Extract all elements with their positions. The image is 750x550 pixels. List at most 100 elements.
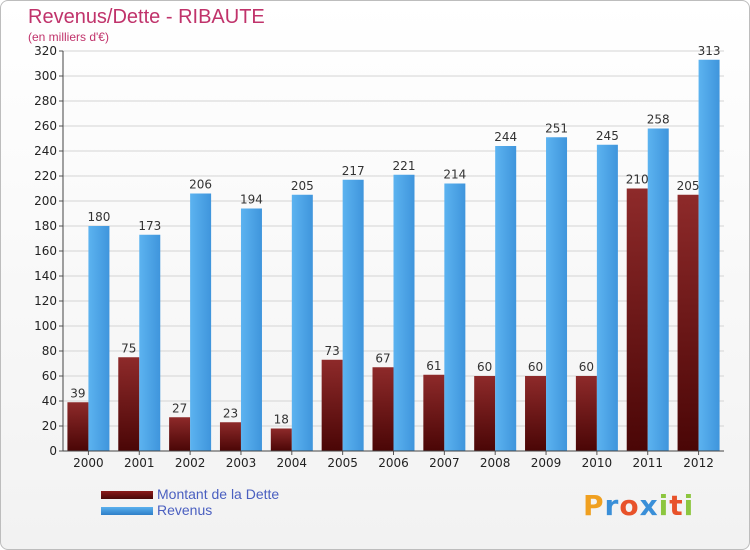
x-tick-label: 2000 (73, 456, 104, 470)
data-label-dette: 61 (426, 359, 441, 373)
y-tick-label: 0 (49, 444, 57, 458)
bar-dette (575, 376, 597, 451)
y-tick-label: 60 (42, 369, 57, 383)
bar-dette (372, 367, 394, 451)
data-label-revenus: 173 (138, 219, 161, 233)
data-label-dette: 60 (528, 360, 543, 374)
y-tick-label: 220 (34, 169, 57, 183)
y-tick-label: 40 (42, 394, 57, 408)
x-tick-label: 2003 (226, 456, 257, 470)
logo-letter: i (658, 489, 670, 522)
data-label-revenus: 251 (545, 121, 568, 135)
data-label-revenus: 244 (494, 130, 517, 144)
x-tick-label: 2009 (531, 456, 562, 470)
legend-swatch-revenus (101, 507, 153, 515)
data-label-revenus: 245 (596, 129, 619, 143)
data-label-dette: 205 (677, 179, 700, 193)
y-tick-label: 260 (34, 119, 57, 133)
bar-dette (321, 359, 343, 451)
data-label-revenus: 214 (443, 168, 466, 182)
logo-letter: r (604, 489, 620, 522)
logo-letter: o (619, 489, 640, 522)
x-tick-label: 2005 (327, 456, 358, 470)
bar-revenus (546, 137, 568, 451)
y-tick-label: 320 (34, 44, 57, 58)
data-label-dette: 210 (626, 173, 649, 187)
data-label-revenus: 205 (291, 179, 314, 193)
proxiti-logo: Proxiti (583, 489, 694, 522)
bar-dette (169, 417, 191, 451)
x-tick-label: 2006 (378, 456, 409, 470)
logo-letter: t (669, 489, 684, 522)
bar-dette (525, 376, 547, 451)
x-tick-label: 2002 (175, 456, 206, 470)
y-tick-label: 240 (34, 144, 57, 158)
data-label-revenus: 221 (393, 159, 416, 173)
bar-revenus (647, 128, 669, 451)
bar-revenus (698, 59, 720, 451)
bar-dette (423, 374, 445, 451)
data-label-revenus: 180 (87, 210, 110, 224)
y-tick-label: 280 (34, 94, 57, 108)
y-tick-label: 80 (42, 344, 57, 358)
bar-revenus (190, 193, 212, 451)
logo-letter: P (583, 489, 605, 522)
data-label-dette: 60 (477, 360, 492, 374)
bar-revenus (240, 208, 262, 451)
x-tick-label: 2001 (124, 456, 155, 470)
bar-revenus (596, 144, 618, 451)
y-tick-label: 200 (34, 194, 57, 208)
data-label-revenus: 206 (189, 178, 212, 192)
legend-swatch-dette (101, 491, 153, 499)
x-tick-label: 2007 (429, 456, 460, 470)
data-label-dette: 27 (172, 401, 187, 415)
data-label-revenus: 258 (647, 113, 670, 127)
y-tick-label: 100 (34, 319, 57, 333)
bar-revenus (444, 183, 466, 451)
bar-revenus (342, 179, 364, 451)
x-tick-label: 2010 (582, 456, 613, 470)
data-labels: 39 180 75 173 27 206 23 194 18 205 73 217 67 221 61 214… (70, 44, 720, 427)
x-tick-label: 2011 (632, 456, 663, 470)
bar-revenus (139, 234, 161, 451)
y-tick-label: 140 (34, 269, 57, 283)
y-tick-label: 180 (34, 219, 57, 233)
bar-dette (219, 422, 241, 451)
data-label-dette: 23 (223, 406, 238, 420)
data-label-revenus: 313 (698, 44, 721, 58)
data-label-dette: 39 (70, 386, 85, 400)
chart-title: Revenus/Dette - RIBAUTE (28, 6, 265, 28)
chart-subtitle: (en milliers d'€) (28, 30, 109, 44)
data-label-dette: 67 (375, 351, 390, 365)
bar-revenus (291, 194, 313, 451)
data-label-dette: 73 (325, 344, 340, 358)
y-tick-label: 20 (42, 419, 57, 433)
bar-dette (677, 194, 699, 451)
bar-dette (474, 376, 496, 451)
logo-letter: i (683, 489, 695, 522)
x-tick-label: 2004 (277, 456, 308, 470)
data-label-dette: 60 (579, 360, 594, 374)
bar-dette (67, 402, 89, 451)
axes: 0 20 40 60 80 100 120 140 160 180 200 220 240 260 280 3… (34, 44, 724, 470)
x-tick-label: 2008 (480, 456, 511, 470)
data-label-revenus: 194 (240, 193, 263, 207)
y-tick-label: 300 (34, 69, 57, 83)
bar-revenus (495, 146, 517, 451)
data-label-dette: 75 (121, 341, 136, 355)
y-tick-label: 160 (34, 244, 57, 258)
bar-dette (626, 188, 648, 451)
legend-label-revenus: Revenus (157, 502, 213, 518)
bar-dette (270, 428, 292, 451)
x-tick-label: 2012 (683, 456, 714, 470)
legend-label-dette: Montant de la Dette (157, 486, 280, 502)
bar-dette (118, 357, 140, 451)
data-label-revenus: 217 (342, 164, 365, 178)
bar-revenus (88, 226, 110, 451)
y-tick-label: 120 (34, 294, 57, 308)
data-label-dette: 18 (274, 413, 289, 427)
logo-letter: x (639, 489, 659, 522)
bar-revenus (393, 174, 415, 451)
bars (67, 59, 720, 451)
